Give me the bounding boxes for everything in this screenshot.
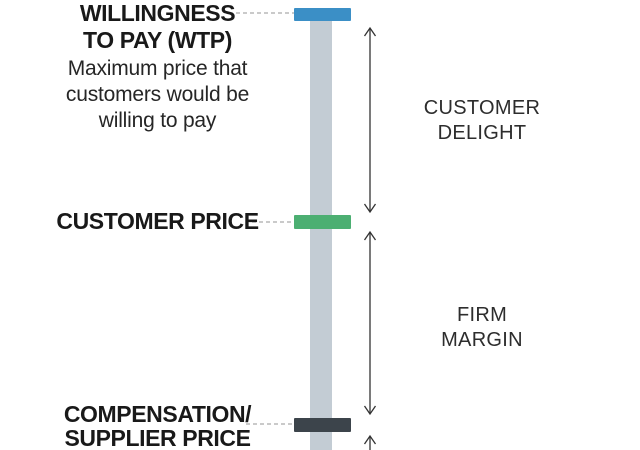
wtp-description-line1: Maximum price that <box>67 57 248 80</box>
wtp-description-line2: customers would be <box>65 83 250 106</box>
supplier-price-label-line2: SUPPLIER PRICE <box>64 425 251 450</box>
firm-margin-label-line1: FIRM <box>456 304 508 326</box>
wtp-label: WILLINGNESS TO PAY (WTP) <box>0 0 315 54</box>
wtp-description-line3: willing to pay <box>98 109 217 132</box>
value-stick-bar <box>310 12 332 450</box>
supplier-price-label: COMPENSATION/ SUPPLIER PRICE <box>0 402 315 450</box>
customer-delight-label: CUSTOMER DELIGHT <box>406 96 558 146</box>
wtp-description: Maximum price that customers would be wi… <box>0 56 315 134</box>
customer-delight-arrow-icon <box>363 26 377 214</box>
firm-margin-arrow-icon <box>363 230 377 416</box>
customer-price-marker <box>294 215 351 229</box>
wtp-marker <box>294 8 351 21</box>
supplier-price-label-line1: COMPENSATION/ <box>63 401 252 427</box>
customer-price-label: CUSTOMER PRICE <box>56 208 259 234</box>
firm-margin-label: FIRM MARGIN <box>406 303 558 353</box>
bottom-partial-arrow-icon <box>363 434 377 450</box>
supplier-price-marker <box>294 418 351 432</box>
wtp-label-line1: WILLINGNESS <box>79 0 236 26</box>
firm-margin-label-line2: MARGIN <box>441 329 523 351</box>
customer-delight-label-line1: CUSTOMER <box>423 97 541 119</box>
wtp-label-line2: TO PAY (WTP) <box>83 27 232 53</box>
customer-delight-label-line2: DELIGHT <box>437 122 527 144</box>
